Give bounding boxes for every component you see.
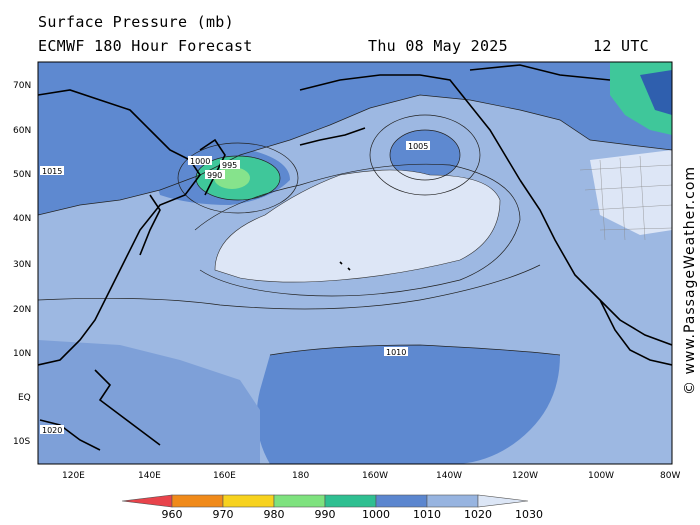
lat-label: EQ [18, 393, 31, 403]
colorbar: 960 970 980 990 1000 1010 1020 1030 [121, 494, 543, 521]
colorbar-segment [171, 494, 224, 508]
colorbar-segment [375, 494, 428, 508]
map-frame [37, 61, 673, 465]
colorbar-high-arrow [477, 494, 529, 508]
isobar-label-995: 995 [222, 161, 237, 170]
lat-label: 60N [13, 126, 31, 136]
lat-label: 50N [13, 170, 31, 180]
colorbar-label: 1000 [362, 508, 390, 521]
model-label: ECMWF 180 Hour Forecast [38, 37, 253, 55]
isobar-label-1000: 1000 [190, 157, 210, 166]
pacific-high-1020 [214, 169, 501, 283]
lat-label: 30N [13, 260, 31, 270]
lat-label: 20N [13, 305, 31, 315]
lat-label: 70N [13, 81, 31, 91]
lon-label: 140W [436, 471, 462, 481]
forecast-time: 12 UTC [593, 37, 649, 55]
isobar-label-group: 995 990 1000 1005 1010 1015 1020 [40, 141, 430, 435]
lon-label: 160W [362, 471, 388, 481]
colorbar-segment [273, 494, 326, 508]
lon-label: 120W [512, 471, 538, 481]
lon-label: 120E [62, 471, 85, 481]
isobar-label-990: 990 [207, 171, 222, 180]
lon-label: 180 [292, 471, 309, 481]
lon-label: 80W [660, 471, 680, 481]
longitude-labels: 120E 140E 160E 180 160W 140W 120W 100W 8… [62, 471, 680, 481]
latitude-labels: 70N 60N 50N 40N 30N 20N 10N EQ 10S [13, 81, 31, 447]
pressure-band-1000-1010-north [38, 62, 672, 215]
colorbar-segment [426, 494, 479, 508]
isobar-label-1005: 1005 [408, 142, 428, 151]
colorbar-low-arrow [121, 494, 173, 508]
lon-label: 140E [138, 471, 161, 481]
forecast-date: Thu 08 May 2025 [368, 37, 508, 55]
isobar-label-1015: 1015 [42, 167, 62, 176]
colorbar-segment [222, 494, 275, 508]
colorbar-label: 960 [162, 508, 183, 521]
pressure-band-1000-1010-south [256, 345, 560, 464]
pressure-field [38, 62, 672, 464]
colorbar-label: 990 [315, 508, 336, 521]
coastlines [38, 64, 672, 451]
colorbar-label: 1020 [464, 508, 492, 521]
isobar-label-1020: 1020 [42, 426, 62, 435]
colorbar-segment [324, 494, 377, 508]
map-title: Surface Pressure (mb) [38, 13, 234, 31]
colorbar-label: 980 [264, 508, 285, 521]
colorbar-label: 970 [213, 508, 234, 521]
lat-label: 10N [13, 349, 31, 359]
colorbar-label: 1030 [515, 508, 543, 521]
colorbar-label: 1010 [413, 508, 441, 521]
isobar-label-1010: 1010 [386, 348, 406, 357]
lat-label: 40N [13, 214, 31, 224]
credit-watermark: © www.PassageWeather.com [682, 166, 698, 395]
isobars [38, 94, 672, 356]
lon-label: 160E [213, 471, 236, 481]
lat-label: 10S [13, 437, 30, 447]
lon-label: 100W [588, 471, 614, 481]
